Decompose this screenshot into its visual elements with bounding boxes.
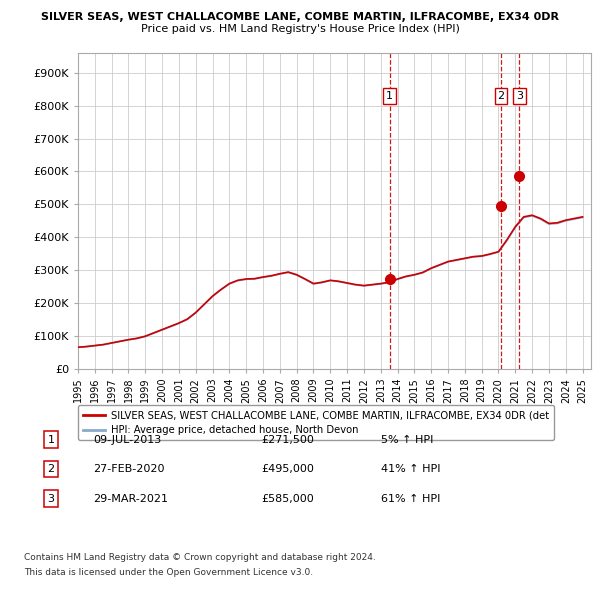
Text: 2: 2 <box>497 91 505 101</box>
Text: 3: 3 <box>516 91 523 101</box>
Text: 5% ↑ HPI: 5% ↑ HPI <box>381 435 433 444</box>
Text: Price paid vs. HM Land Registry's House Price Index (HPI): Price paid vs. HM Land Registry's House … <box>140 24 460 34</box>
Text: 1: 1 <box>47 435 55 444</box>
Text: 1: 1 <box>386 91 393 101</box>
Text: 61% ↑ HPI: 61% ↑ HPI <box>381 494 440 503</box>
Text: This data is licensed under the Open Government Licence v3.0.: This data is licensed under the Open Gov… <box>24 568 313 577</box>
Text: 3: 3 <box>47 494 55 503</box>
Text: 2: 2 <box>47 464 55 474</box>
Text: £585,000: £585,000 <box>261 494 314 503</box>
Text: £271,500: £271,500 <box>261 435 314 444</box>
Text: £495,000: £495,000 <box>261 464 314 474</box>
Text: 09-JUL-2013: 09-JUL-2013 <box>93 435 161 444</box>
Text: 27-FEB-2020: 27-FEB-2020 <box>93 464 164 474</box>
Text: 41% ↑ HPI: 41% ↑ HPI <box>381 464 440 474</box>
Text: Contains HM Land Registry data © Crown copyright and database right 2024.: Contains HM Land Registry data © Crown c… <box>24 553 376 562</box>
Text: 29-MAR-2021: 29-MAR-2021 <box>93 494 168 503</box>
Text: SILVER SEAS, WEST CHALLACOMBE LANE, COMBE MARTIN, ILFRACOMBE, EX34 0DR: SILVER SEAS, WEST CHALLACOMBE LANE, COMB… <box>41 12 559 22</box>
Legend: SILVER SEAS, WEST CHALLACOMBE LANE, COMBE MARTIN, ILFRACOMBE, EX34 0DR (det, HPI: SILVER SEAS, WEST CHALLACOMBE LANE, COMB… <box>78 405 554 440</box>
